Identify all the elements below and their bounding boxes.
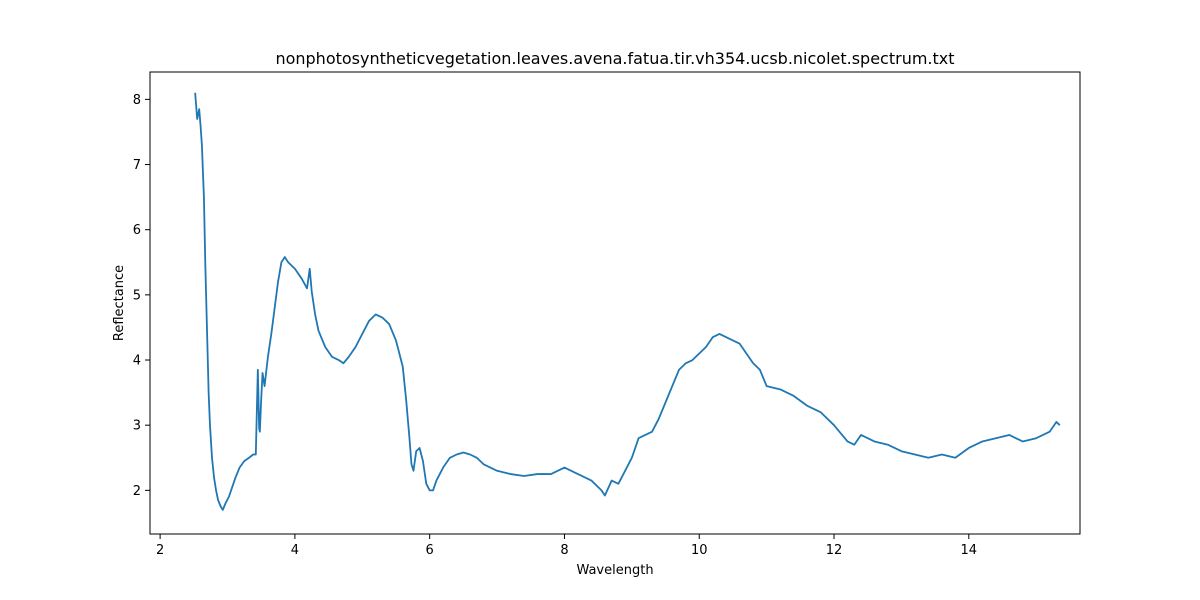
- x-tick-label: 12: [826, 543, 843, 558]
- x-tick-label: 2: [156, 543, 164, 558]
- y-tick-label: 8: [133, 93, 141, 108]
- x-axis-label: Wavelength: [576, 563, 653, 578]
- x-tick-label: 6: [426, 543, 434, 558]
- y-tick-label: 4: [133, 354, 141, 369]
- series-line-0: [194, 92, 1061, 511]
- x-tick-label: 10: [691, 543, 708, 558]
- y-tick-label: 3: [133, 419, 141, 434]
- y-axis-label: Reflectance: [112, 265, 127, 341]
- x-tick-label: 4: [291, 543, 299, 558]
- x-axis: 2 4 6 8 10 12 14: [156, 534, 977, 558]
- plot-area: [194, 92, 1061, 511]
- x-tick-label: 14: [961, 543, 978, 558]
- y-tick-label: 5: [133, 288, 141, 303]
- y-tick-label: 7: [133, 158, 141, 173]
- y-axis: 2 3 4 5 6 7 8: [133, 93, 150, 499]
- y-tick-label: 2: [133, 484, 141, 499]
- chart-title: nonphotosyntheticvegetation.leaves.avena…: [275, 49, 954, 68]
- x-tick-label: 8: [560, 543, 568, 558]
- y-tick-label: 6: [133, 223, 141, 238]
- plot-frame: [149, 71, 1081, 535]
